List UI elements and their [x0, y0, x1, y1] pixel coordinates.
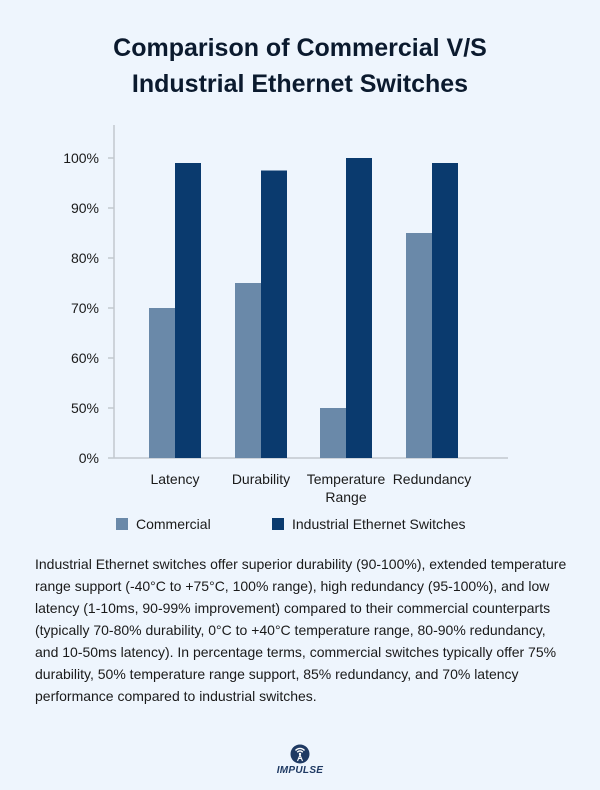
legend-label-industrial: Industrial Ethernet Switches [292, 516, 466, 532]
y-tick-label: 90% [71, 200, 99, 216]
impulse-logo: IMPULSE [0, 744, 600, 776]
bar-commercial-1 [235, 283, 261, 458]
y-tick-label: 80% [71, 250, 99, 266]
bar-commercial-2 [320, 408, 346, 458]
bar-commercial-3 [406, 233, 432, 458]
bar-industrial-3 [432, 163, 458, 458]
chart-title: Comparison of Commercial V/S Industrial … [0, 30, 600, 102]
y-tick-label: 50% [71, 400, 99, 416]
legend-item-industrial: Industrial Ethernet Switches [272, 516, 466, 532]
bar-chart: 0% 50% 60% 70% 80% 90% 100% Latency Durability Te… [63, 125, 508, 505]
y-tick-label: 0% [79, 450, 99, 466]
legend-label-commercial: Commercial [136, 516, 211, 532]
x-tick-label: Redundancy [393, 471, 472, 487]
bar-commercial-0 [149, 308, 175, 458]
logo-text: IMPULSE [276, 765, 324, 776]
bar-industrial-2 [346, 158, 372, 458]
bar-industrial-0 [175, 163, 201, 458]
chart-title-line-1: Comparison of Commercial V/S [113, 34, 487, 62]
signal-tower-icon [290, 744, 310, 764]
bar-industrial-1 [261, 170, 287, 458]
legend-swatch-industrial [272, 518, 284, 530]
y-tick-label: 70% [71, 300, 99, 316]
y-tick-label: 60% [71, 350, 99, 366]
x-tick-label: Latency [150, 471, 199, 487]
chart-description: Industrial Ethernet switches offer super… [35, 556, 567, 704]
x-tick-label: Temperature [307, 471, 386, 487]
chart-title-line-2: Industrial Ethernet Switches [131, 70, 469, 98]
legend-item-commercial: Commercial [116, 516, 211, 532]
x-tick-label: Durability [232, 471, 290, 487]
chart-legend: Commercial Industrial Ethernet Switches [0, 516, 600, 536]
x-tick-label: Range [325, 489, 366, 505]
y-tick-label: 100% [63, 150, 99, 166]
legend-swatch-commercial [116, 518, 128, 530]
